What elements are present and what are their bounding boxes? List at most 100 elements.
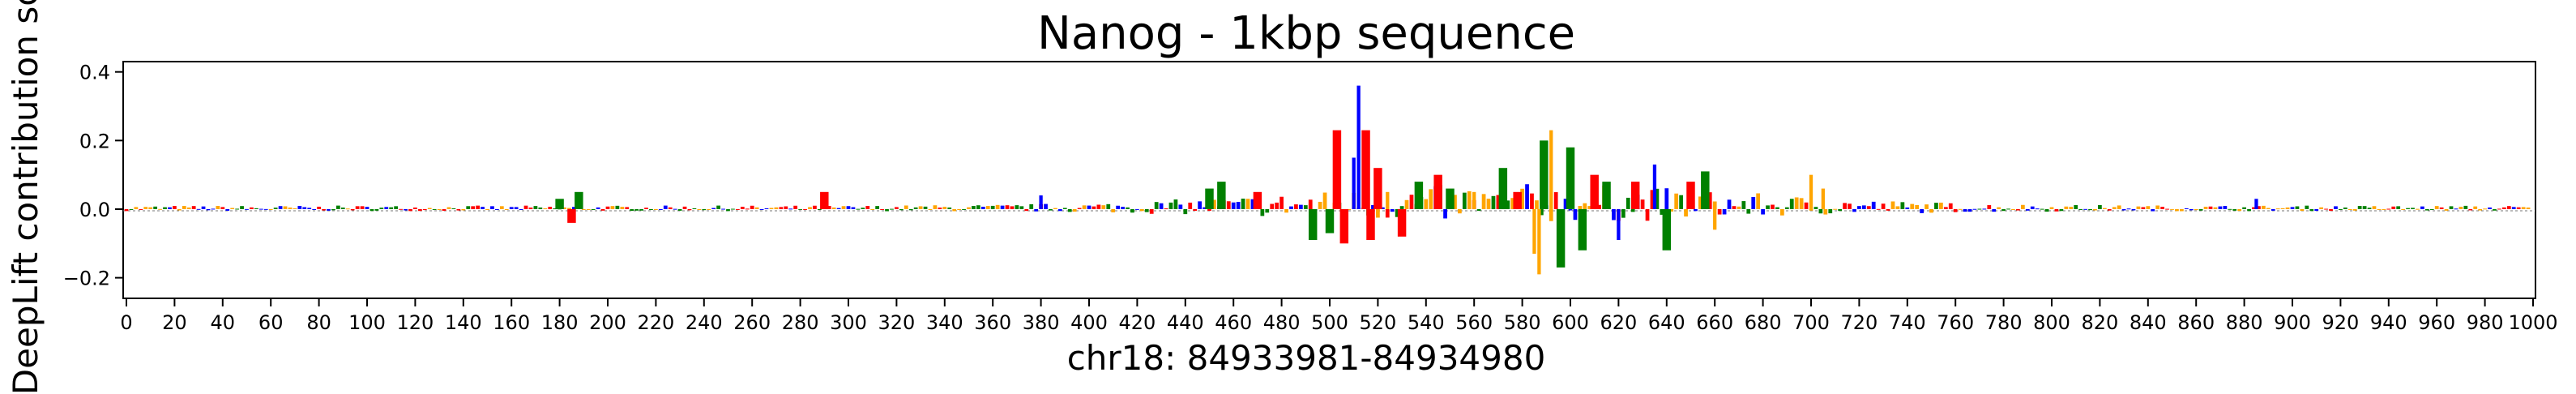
contribution-bar-t <box>1332 130 1342 209</box>
contribution-bars <box>555 85 2258 275</box>
plot-area-frame <box>122 61 2536 299</box>
noise-bar <box>504 208 509 210</box>
noise-bar <box>196 208 201 210</box>
noise-bar <box>2406 208 2410 209</box>
noise-bar <box>1645 208 1650 221</box>
noise-bar <box>2088 208 2092 211</box>
noise-bar <box>2237 208 2242 212</box>
y-tick-label: −0.2 <box>63 268 110 290</box>
noise-bar <box>1823 208 1828 215</box>
noise-bar <box>163 207 167 209</box>
noise-bar <box>1265 208 1270 213</box>
noise-bar <box>2488 207 2492 209</box>
noise-bar <box>851 207 856 209</box>
x-tick-label: 600 <box>1552 311 1589 334</box>
contribution-bar-a <box>1662 208 1672 251</box>
noise-bar <box>2228 208 2232 210</box>
contribution-bar-g <box>1472 191 1476 209</box>
noise-bar <box>846 206 851 209</box>
contribution-bar-g <box>1386 191 1390 209</box>
contribution-bar-a <box>1205 188 1214 209</box>
noise-bar <box>2194 208 2198 211</box>
noise-bar <box>2343 208 2347 209</box>
noise-bar <box>1640 199 1645 209</box>
noise-bar <box>327 208 331 211</box>
noise-bar <box>533 206 538 209</box>
noise-bar <box>1506 200 1510 209</box>
noise-bar <box>322 208 326 211</box>
noise-bar <box>2170 208 2174 210</box>
noise-bar <box>2016 208 2020 211</box>
noise-bar <box>2501 207 2506 209</box>
noise-bar <box>543 208 548 209</box>
noise-bar <box>2357 206 2362 209</box>
contribution-bar-t <box>1513 191 1522 209</box>
noise-bar <box>273 208 278 209</box>
noise-bar <box>1535 200 1539 209</box>
noise-bar <box>139 208 143 210</box>
noise-bar <box>2454 208 2459 210</box>
noise-bar <box>1399 206 1404 209</box>
noise-bar <box>345 208 350 210</box>
x-tick-label: 820 <box>2081 311 2118 334</box>
noise-bar <box>168 207 172 209</box>
x-axis-label: chr18: 84933981-84934980 <box>1067 338 1546 378</box>
contribution-bar-c <box>1617 208 1621 241</box>
noise-bar <box>1804 202 1809 209</box>
noise-bar <box>1496 195 1501 209</box>
y-tick-label: 0.2 <box>79 130 110 152</box>
noise-bar <box>2386 208 2391 210</box>
noise-bar <box>1881 203 1886 209</box>
noise-bar <box>639 208 643 211</box>
noise-bar <box>1126 207 1130 209</box>
noise-bar <box>2078 208 2083 210</box>
noise-bar <box>2160 207 2164 209</box>
noise-bar <box>1756 193 1761 209</box>
noise-bar <box>1424 199 1429 209</box>
noise-bar <box>2473 206 2478 209</box>
noise-bar <box>1520 188 1524 209</box>
contribution-bar-a <box>1540 140 1549 209</box>
noise-bar <box>2339 208 2343 210</box>
noise-bar <box>750 205 754 209</box>
noise-bar <box>1920 208 1924 213</box>
noise-bar <box>216 205 220 209</box>
noise-bar <box>668 207 673 209</box>
noise-bar <box>1188 202 1193 209</box>
contribution-bar-g <box>1549 130 1553 209</box>
noise-bar <box>1794 197 1799 209</box>
noise-bar <box>658 208 663 210</box>
noise-bar <box>254 208 258 209</box>
noise-bar <box>1198 201 1202 209</box>
noise-bar <box>1395 208 1399 217</box>
noise-bar <box>1159 203 1164 209</box>
noise-bar <box>663 205 668 209</box>
noise-bar <box>2203 207 2208 209</box>
contribution-bar-t <box>1686 182 1695 209</box>
noise-bar <box>976 205 980 209</box>
contribution-bar-a <box>1325 208 1335 233</box>
noise-bar <box>297 205 302 209</box>
noise-bar <box>283 206 288 209</box>
noise-bar <box>263 208 268 210</box>
noise-bar <box>928 208 933 210</box>
noise-bar <box>495 208 499 210</box>
noise-bar <box>481 207 485 209</box>
x-tick-label: 740 <box>1889 311 1926 334</box>
noise-bar <box>379 208 384 209</box>
noise-bar <box>2006 208 2010 210</box>
x-tick-label: 180 <box>541 311 579 334</box>
noise-bar <box>1376 208 1380 218</box>
noise-bar <box>957 208 961 210</box>
noise-bar <box>1371 204 1375 209</box>
noise-bar <box>1453 195 1457 209</box>
noise-bar <box>2352 208 2357 211</box>
noise-bar <box>2054 208 2059 212</box>
noise-bar <box>831 207 836 209</box>
noise-bar <box>938 208 942 209</box>
noise-bar <box>1231 202 1236 209</box>
noise-bar <box>677 208 682 211</box>
noise-bar <box>1664 188 1669 209</box>
x-axis-ticks: 0 20 40 60 80 100 120 140 160 180 200 220 240 260 280 3… <box>120 298 2558 334</box>
noise-bar <box>918 206 923 209</box>
